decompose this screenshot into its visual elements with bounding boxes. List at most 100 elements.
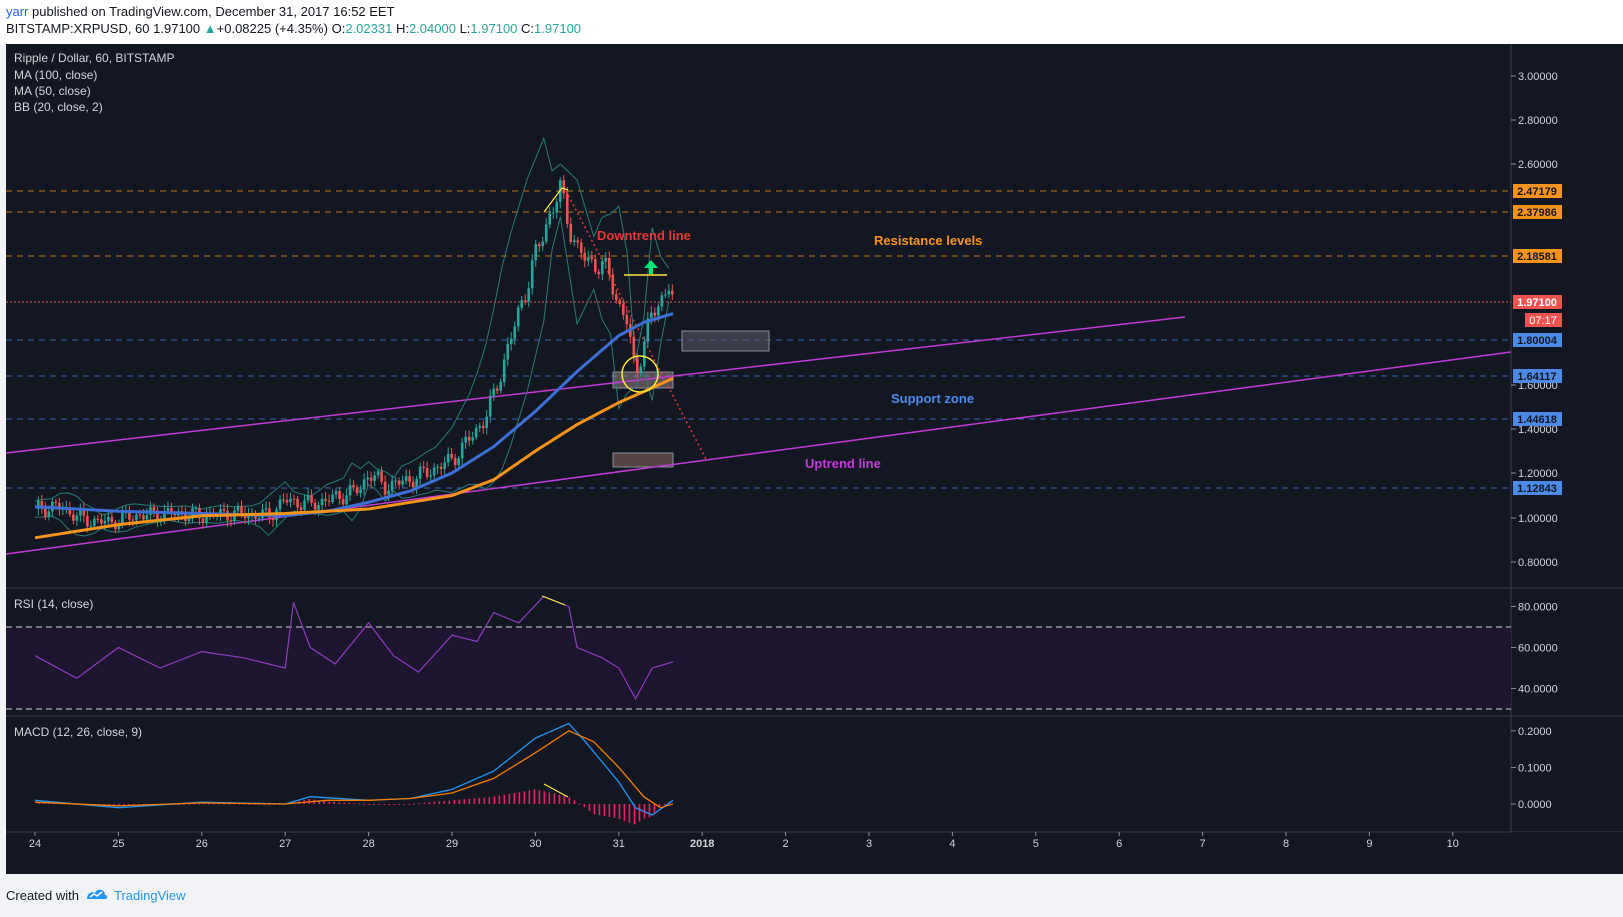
histogram-bar [518,792,521,804]
candle-body [152,506,156,511]
candle-body [313,502,317,510]
candle-body [562,180,566,194]
legend-rsi[interactable]: RSI (14, close) [14,597,93,611]
candle-body [464,436,467,443]
candle-body [219,509,222,516]
candle-body [415,478,418,488]
candle-body [664,294,667,296]
publish-header: yarr published on TradingView.com, Decem… [0,0,1623,44]
candle-body [359,489,362,494]
histogram-bar [193,803,195,805]
histogram-bar [228,803,230,805]
tradingview-logo-icon[interactable] [85,886,109,902]
candle-body [516,307,520,327]
highlight-circle[interactable] [621,355,659,393]
time-axis[interactable]: 24 25 26 27 28 29 30 31 2018 2 3 4 5 6 7 8 9 10 [29,832,1459,850]
histogram-bar [433,801,436,804]
candle-body [394,480,397,482]
up-arrow-icon: ▲ [203,21,217,36]
histogram-bar [623,804,626,821]
histogram-bar [618,804,621,819]
histogram-bar [378,804,381,805]
histogram-bar [653,804,656,814]
candle-body [44,508,47,518]
axis-tick-label: 60.0000 [1518,643,1558,655]
histogram-bar [368,804,371,805]
candle-body [173,514,177,516]
candle-body [425,468,429,477]
axis-tick-label: 0.0000 [1518,799,1552,811]
macd-axis[interactable]: 0.2000 0.1000 0.0000 [1511,726,1552,811]
legend-bb[interactable]: BB (20, close, 2) [14,100,103,114]
histogram-bar [533,789,536,804]
axis-tick-label: 2.80000 [1518,115,1558,127]
candle-body [671,290,674,295]
candle-body [544,224,548,242]
candle-body [117,523,121,530]
histogram-bar [203,803,205,805]
candle-body [611,274,615,295]
legend-ma100[interactable]: MA (100, close) [14,68,97,82]
candle-body [660,295,664,307]
zone-box[interactable] [681,330,770,352]
level-tag [1513,369,1562,383]
chart-area[interactable]: Downtrend line Resistance levels Support… [5,44,1623,874]
candle-body [446,453,450,463]
countdown-tag [1525,313,1562,327]
high-label: H: [395,21,409,36]
level-tag [1513,481,1562,495]
histogram-bar [118,804,120,806]
legend-ma50[interactable]: MA (50, close) [14,84,91,98]
candles[interactable] [37,175,674,534]
histogram-bar [638,804,641,822]
ma100-line [34,376,674,540]
candle-body [373,475,376,481]
high-value: 2.04000 [408,21,456,36]
candle-body [390,480,394,491]
histogram-bar [353,803,356,805]
candle-body [47,511,51,518]
candle-body [467,436,471,441]
histogram-bar [663,803,666,805]
candle-body [306,494,310,501]
last-price-tag-text: 1.97100 [1517,297,1557,309]
symbol-label: BITSTAMP:XRPUSD, 60 [6,21,150,36]
upper-trend-line[interactable] [5,316,1186,454]
tradingview-brand-link[interactable]: TradingView [114,888,186,903]
candle-body [257,518,261,520]
candle-body [156,510,159,522]
candle-body [331,494,334,502]
time-tick-label: 3 [866,838,872,850]
author-link[interactable]: yarr [6,4,29,19]
chart-canvas[interactable]: Downtrend line Resistance levels Support… [5,44,1623,874]
level-tag [1513,205,1562,219]
histogram-bar [388,804,391,805]
rsi-axis[interactable]: 80.0000 60.0000 40.0000 [1511,602,1558,696]
candle-body [142,515,145,520]
histogram-bar [123,804,125,806]
candle-body [622,303,625,315]
candle-body [310,494,313,503]
candle-body [201,518,205,523]
price-axis[interactable]: 3.000002.800002.600001.600001.400001.200… [1511,71,1558,569]
uptrend-line[interactable] [5,351,1512,555]
level-tag-text: 2.37986 [1517,207,1557,219]
histogram-bar [208,803,210,805]
legend-macd[interactable]: MACD (12, 26, close, 9) [14,725,142,739]
open-label: O: [331,21,346,36]
candle-body [205,515,208,523]
peak-marker[interactable] [543,187,569,213]
candle-body [131,519,135,521]
candle-body [523,300,527,302]
candle-body [408,476,411,482]
zone-box[interactable] [612,452,674,468]
open-value: 2.02331 [345,21,393,36]
axis-tick-label: 0.2000 [1518,726,1552,738]
histogram-bar [588,804,591,811]
candle-body [576,240,580,243]
candle-body [509,338,513,344]
candle-body [93,518,96,526]
candle-body [527,288,531,302]
histogram-bar [183,803,185,805]
candle-body [488,395,492,417]
